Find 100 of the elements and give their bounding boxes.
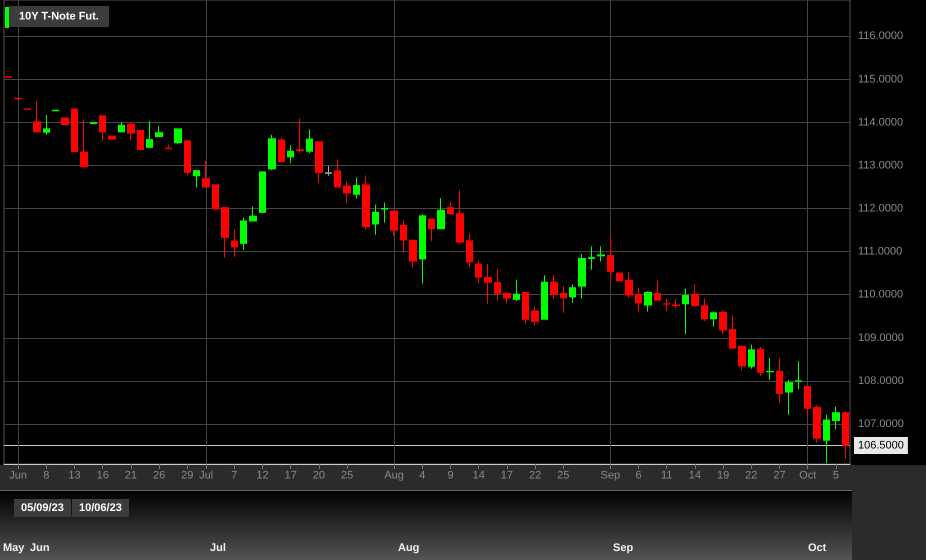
candlestick — [578, 254, 586, 300]
y-tick-label: 108.0000 — [858, 374, 904, 387]
candlestick — [165, 144, 172, 150]
x-tick-label: 22 — [528, 470, 542, 482]
x-tick-label: 5 — [832, 470, 839, 482]
candlestick — [560, 286, 567, 314]
candlestick — [5, 76, 12, 78]
x-tick-label: 29 — [181, 470, 194, 482]
candlestick — [353, 177, 360, 200]
candlestick — [80, 118, 88, 168]
candlestick — [503, 292, 511, 304]
text: 10/06/23 — [72, 499, 129, 517]
candlestick — [221, 207, 229, 258]
candlestick — [193, 170, 200, 188]
candlestick — [287, 144, 294, 164]
candlestick — [325, 165, 332, 176]
candlestick — [390, 210, 398, 236]
x-tick-label: 26 — [152, 470, 166, 482]
candlestick — [99, 115, 106, 142]
candlestick — [137, 130, 144, 150]
y-tick-label: 114.0000 — [858, 116, 904, 128]
x-tick-label: 9 — [447, 470, 454, 482]
candlestick — [146, 120, 153, 148]
x-tick-label: Jul — [199, 470, 214, 482]
candlestick — [127, 122, 135, 141]
candlestick — [597, 246, 605, 262]
text: May — [3, 542, 24, 554]
candlestick — [738, 346, 746, 371]
candlestick — [729, 314, 736, 349]
y-tick-label: 112.0000 — [858, 202, 904, 215]
candlestick — [33, 100, 41, 132]
candlestick — [785, 379, 793, 416]
candlestick — [174, 128, 182, 144]
candlestick — [428, 218, 435, 242]
y-tick-label: 111.0000 — [858, 246, 902, 258]
candlestick — [456, 189, 464, 244]
candlestick — [748, 344, 755, 370]
x-tick-label: 22 — [745, 470, 758, 482]
ref-line-label: 106.5000 — [858, 439, 904, 452]
candlestick — [522, 292, 529, 325]
candlestick — [494, 268, 501, 301]
candlestick — [43, 114, 50, 136]
candlestick — [466, 233, 473, 268]
candlestick — [823, 414, 830, 464]
y-tick-label: 113.0000 — [858, 159, 904, 172]
candlestick — [588, 246, 595, 270]
candlestick — [409, 240, 417, 268]
candlestick — [306, 128, 313, 154]
candlestick — [118, 122, 125, 132]
candlestick — [475, 260, 482, 284]
candlestick — [268, 134, 276, 171]
candlestick — [607, 234, 614, 280]
y-tick-label: 115.0000 — [858, 73, 904, 86]
candlestick — [372, 204, 379, 236]
candlestick — [682, 288, 689, 334]
candlestick — [61, 118, 69, 126]
candlestick — [334, 158, 341, 188]
y-tick-label: 116.0000 — [858, 30, 904, 42]
candlestick — [362, 174, 370, 230]
candlestick — [842, 410, 849, 459]
text: Aug — [398, 542, 420, 554]
candlestick — [71, 108, 78, 152]
candlestick — [513, 279, 520, 302]
candlestick — [531, 306, 539, 326]
candlestick — [108, 136, 116, 140]
candlestick — [315, 141, 323, 184]
y-tick-label: 109.0000 — [858, 332, 904, 344]
candlestick — [616, 272, 623, 282]
candlestick — [484, 264, 492, 304]
x-tick-label: 4 — [419, 470, 426, 482]
candlestick — [240, 217, 247, 250]
candlestick — [672, 298, 680, 309]
candlestick — [249, 206, 257, 222]
x-tick-label: Sep — [600, 470, 620, 482]
candlestick — [400, 219, 407, 253]
candlestick — [813, 404, 821, 444]
x-tick-label: Oct — [799, 470, 816, 482]
text: Oct — [808, 542, 826, 554]
candlestick — [795, 360, 802, 390]
text: 10Y T-Note Fut. — [19, 10, 99, 22]
candlestick — [719, 310, 727, 334]
x-tick-label: 17 — [500, 470, 514, 482]
x-tick-label: 8 — [43, 470, 50, 482]
x-tick-label: 7 — [231, 470, 238, 482]
candlestick — [259, 171, 266, 213]
candlestick — [278, 137, 285, 162]
candlestick — [343, 180, 351, 204]
x-tick-label: 6 — [635, 470, 642, 482]
candlestick — [155, 126, 163, 138]
x-tick-label: 25 — [557, 470, 570, 482]
x-tick-label: 27 — [773, 470, 786, 482]
candlestick — [710, 310, 717, 328]
candlestick — [654, 280, 661, 301]
candlestick — [776, 358, 783, 404]
candlestick — [701, 298, 708, 322]
candlestick — [419, 214, 426, 284]
text: Sep — [613, 542, 634, 554]
candlestick — [212, 184, 219, 210]
candlestick — [296, 118, 304, 154]
y-tick-label: 110.0000 — [858, 288, 904, 301]
